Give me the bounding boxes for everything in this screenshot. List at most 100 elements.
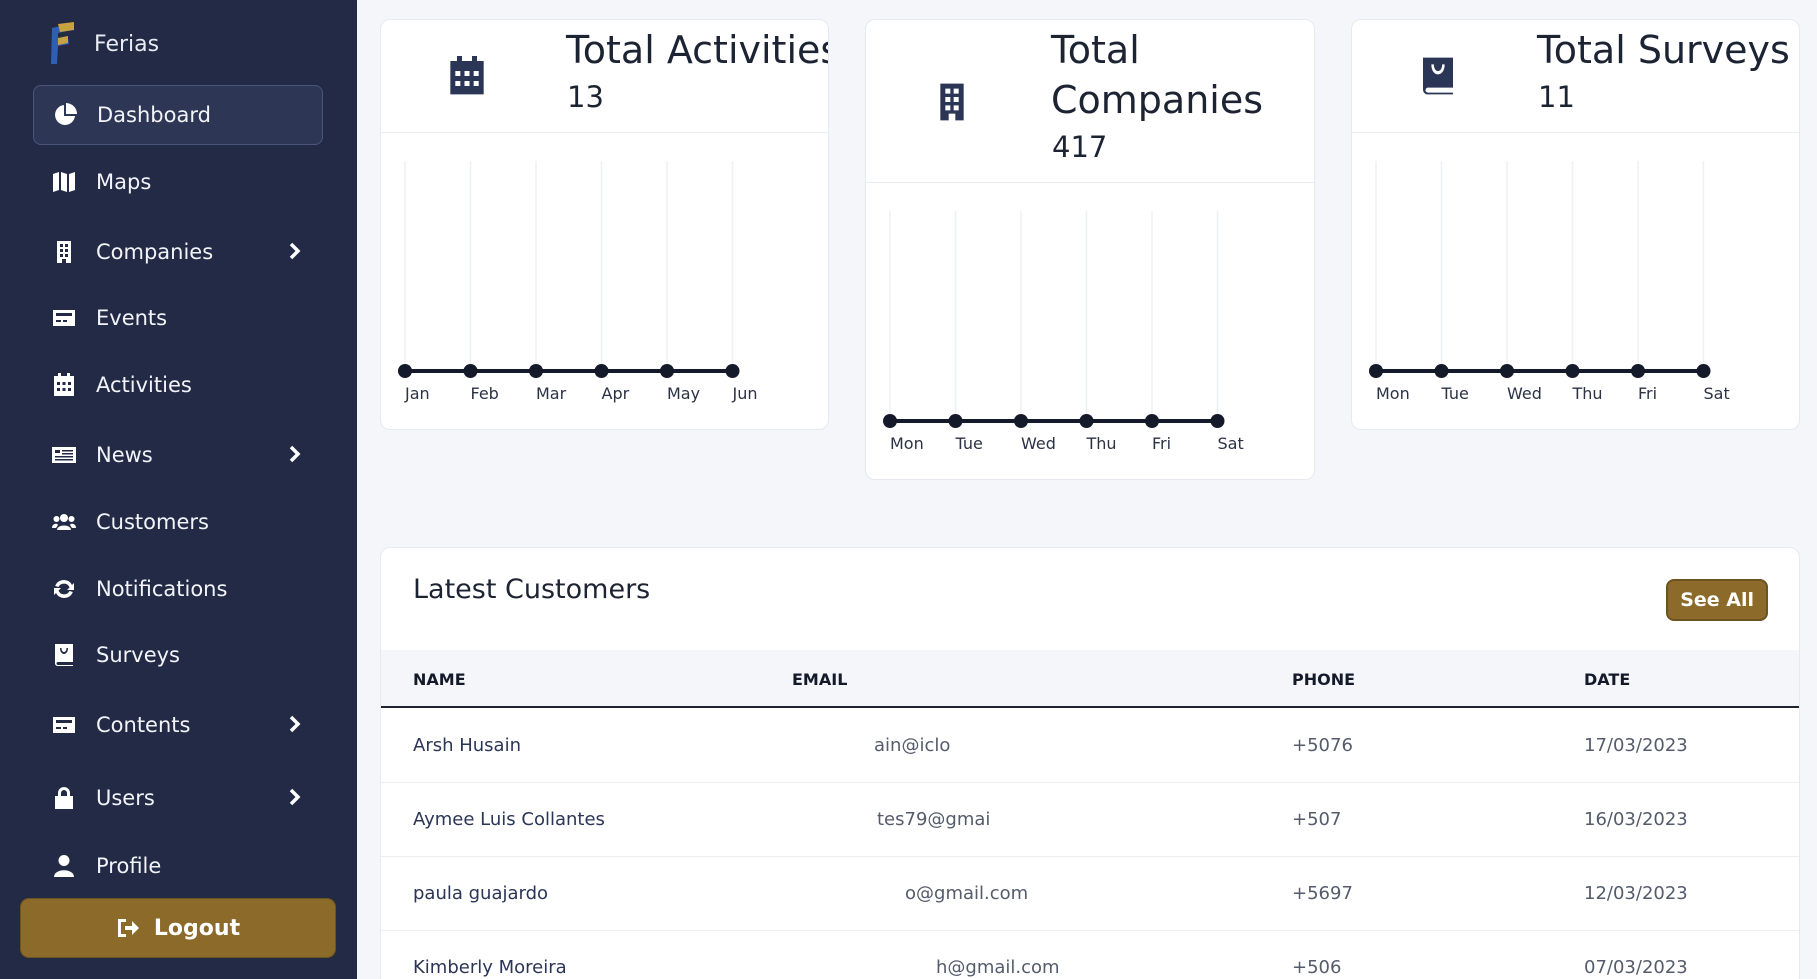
- surveys-line-chart: Mon Tue Wed Thu Fri Sat: [1369, 161, 1730, 403]
- brand[interactable]: Ferias: [50, 22, 159, 66]
- x-tick-label: Wed: [1507, 384, 1542, 403]
- table-row[interactable]: Aymee Luis Collantes tes79@gmai +507 16/…: [381, 783, 1799, 857]
- book-icon: [49, 643, 79, 667]
- data-point[interactable]: [1079, 414, 1094, 428]
- x-tick-label: Jun: [732, 384, 758, 403]
- x-tick-label: May: [667, 384, 700, 403]
- column-header-date[interactable]: DATE: [1584, 670, 1631, 689]
- column-header-name[interactable]: NAME: [413, 670, 466, 689]
- stat-title: Total Companies: [1051, 28, 1264, 122]
- x-tick-label: Jan: [404, 384, 430, 403]
- x-tick-label: Tue: [955, 434, 983, 453]
- sidebar-item-profile[interactable]: Profile: [33, 836, 323, 896]
- logout-button[interactable]: Logout: [20, 898, 336, 958]
- sidebar-item-label: Users: [96, 786, 155, 810]
- map-icon: [49, 170, 79, 194]
- companies-line-chart: Mon Tue Wed Thu Fri Sat: [883, 211, 1244, 453]
- section-title: Latest Customers: [413, 574, 651, 605]
- calendar-icon: [49, 373, 79, 397]
- table-row[interactable]: Arsh Husain ain@iclo +5076 17/03/2023: [381, 709, 1799, 783]
- see-all-button[interactable]: See All: [1666, 579, 1768, 621]
- sidebar-item-label: Surveys: [96, 643, 180, 667]
- data-point[interactable]: [1500, 364, 1514, 378]
- pie-chart-icon: [50, 103, 80, 127]
- sidebar-item-label: Contents: [96, 713, 191, 737]
- customer-phone: +5697: [1292, 883, 1353, 904]
- customer-date: 16/03/2023: [1584, 809, 1688, 830]
- customer-name: paula guajardo: [413, 883, 549, 904]
- table-row[interactable]: paula guajardo o@gmail.com +5697 12/03/2…: [381, 857, 1799, 931]
- building-icon: [49, 240, 79, 264]
- customer-email: tes79@gmai: [877, 809, 991, 830]
- customer-phone: +507: [1292, 809, 1342, 830]
- data-point[interactable]: [660, 364, 674, 378]
- x-tick-label: Thu: [1572, 384, 1603, 403]
- data-point[interactable]: [1369, 364, 1383, 378]
- data-point[interactable]: [1145, 414, 1159, 428]
- x-tick-label: Wed: [1021, 434, 1056, 453]
- data-point[interactable]: [463, 364, 478, 378]
- data-point[interactable]: [529, 364, 543, 378]
- data-point[interactable]: [1210, 414, 1225, 428]
- customer-phone: +5076: [1292, 735, 1353, 756]
- book-icon: [1418, 53, 1458, 103]
- x-tick-label: Tue: [1441, 384, 1469, 403]
- customer-phone: +506: [1292, 957, 1342, 978]
- sidebar-item-label: Customers: [96, 510, 209, 534]
- x-tick-label: Sat: [1218, 434, 1244, 453]
- customer-name: Aymee Luis Collantes: [413, 809, 605, 830]
- sidebar-item-news[interactable]: News: [33, 425, 323, 485]
- sidebar-item-surveys[interactable]: Surveys: [33, 625, 323, 685]
- x-tick-label: Feb: [471, 384, 499, 403]
- chevron-right-icon: [283, 240, 305, 262]
- sidebar: Ferias Dashboard Maps Companies Events A…: [0, 0, 357, 979]
- user-icon: [49, 854, 79, 878]
- table-row[interactable]: Kimberly Moreira h@gmail.com +506 07/03/…: [381, 931, 1799, 979]
- stat-value: 417: [1052, 130, 1108, 164]
- sidebar-item-label: Maps: [96, 170, 152, 194]
- chevron-right-icon: [283, 786, 305, 808]
- sidebar-item-maps[interactable]: Maps: [33, 152, 323, 212]
- sidebar-item-events[interactable]: Events: [33, 288, 323, 348]
- sidebar-item-customers[interactable]: Customers: [33, 492, 323, 552]
- sidebar-item-dashboard[interactable]: Dashboard: [33, 85, 323, 145]
- sidebar-item-contents[interactable]: Contents: [33, 695, 323, 755]
- x-tick-label: Mon: [890, 434, 924, 453]
- newspaper-icon: [49, 443, 79, 467]
- x-tick-label: Mon: [1376, 384, 1410, 403]
- data-point[interactable]: [948, 414, 963, 428]
- sidebar-item-users[interactable]: Users: [33, 768, 323, 828]
- customer-date: 12/03/2023: [1584, 883, 1688, 904]
- data-point[interactable]: [883, 414, 897, 428]
- card-icon: [49, 306, 79, 330]
- column-header-phone[interactable]: PHONE: [1292, 670, 1356, 689]
- refresh-icon: [49, 577, 79, 601]
- sidebar-item-notifications[interactable]: Notifications: [33, 559, 323, 619]
- card-header: Total Companies 417: [866, 20, 1314, 183]
- customer-date: 07/03/2023: [1584, 957, 1688, 978]
- lock-icon: [49, 786, 79, 810]
- x-tick-label: Fri: [1152, 434, 1171, 453]
- sidebar-item-label: Notifications: [96, 577, 228, 601]
- column-header-email[interactable]: EMAIL: [792, 670, 848, 689]
- stat-card-activities: Total Activities 13 Jan Feb Mar Apr May Jun: [380, 19, 829, 430]
- card-icon: [49, 713, 79, 737]
- sidebar-item-companies[interactable]: Companies: [33, 222, 323, 282]
- data-point[interactable]: [1565, 364, 1580, 378]
- data-point[interactable]: [398, 364, 412, 378]
- customer-name: Kimberly Moreira: [413, 957, 567, 978]
- data-point[interactable]: [725, 364, 740, 378]
- sidebar-item-label: Companies: [96, 240, 214, 264]
- stat-value: 13: [567, 80, 604, 114]
- chevron-right-icon: [283, 713, 305, 735]
- customer-date: 17/03/2023: [1584, 735, 1688, 756]
- sidebar-item-activities[interactable]: Activities: [33, 355, 323, 415]
- data-point[interactable]: [594, 364, 609, 378]
- calendar-icon: [447, 53, 487, 103]
- customer-email: ain@iclo: [874, 735, 951, 756]
- data-point[interactable]: [1631, 364, 1645, 378]
- chevron-right-icon: [283, 443, 305, 465]
- data-point[interactable]: [1014, 414, 1028, 428]
- data-point[interactable]: [1434, 364, 1449, 378]
- data-point[interactable]: [1696, 364, 1711, 378]
